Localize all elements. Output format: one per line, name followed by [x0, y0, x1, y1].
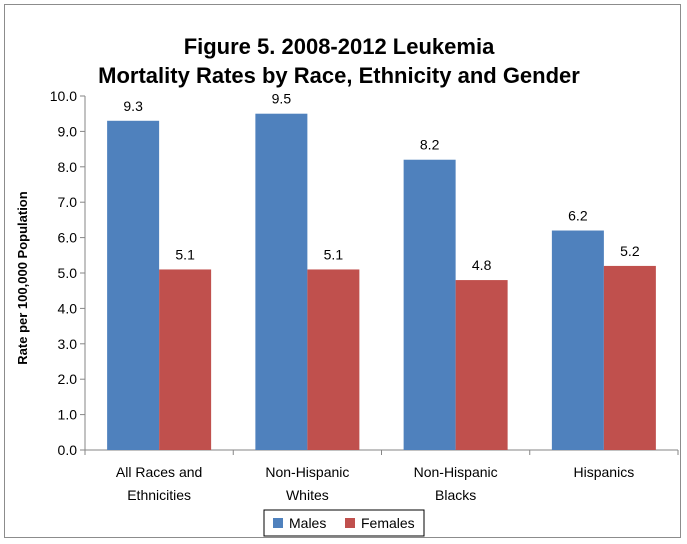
x-tick-label: Blacks	[435, 487, 476, 503]
y-tick-label: 5.0	[58, 265, 78, 281]
x-tick-label: Non-Hispanic	[265, 464, 349, 480]
legend-label-females: Females	[361, 515, 415, 531]
data-labels: 9.3 9.5 8.2 6.2 5.1 5.1 4.8 5.2	[123, 91, 639, 273]
bar-females	[159, 269, 212, 450]
bar-chart: Figure 5. 2008-2012 Leukemia Mortality R…	[15, 34, 679, 537]
y-tick-label: 3.0	[58, 336, 78, 352]
bar-value-label: 5.1	[175, 246, 195, 262]
y-tick-label: 2.0	[58, 371, 78, 387]
chart-title-line-2: Mortality Rates by Race, Ethnicity and G…	[98, 63, 580, 88]
bar-value-label: 5.2	[620, 243, 640, 259]
x-tick-label: Ethnicities	[127, 487, 191, 503]
bar-males	[403, 159, 456, 450]
bar-value-label: 4.8	[472, 257, 492, 273]
bar-value-label: 8.2	[420, 137, 440, 153]
bar-males	[255, 113, 308, 450]
y-tick-label: 10.0	[50, 88, 77, 104]
bar-value-label: 6.2	[568, 208, 588, 224]
y-tick-label: 6.0	[58, 230, 78, 246]
y-tick-label: 7.0	[58, 194, 78, 210]
y-tick-label: 1.0	[58, 407, 78, 423]
chart-frame: Figure 5. 2008-2012 Leukemia Mortality R…	[4, 4, 681, 538]
chart-title: Figure 5. 2008-2012 Leukemia Mortality R…	[98, 34, 580, 88]
bar-value-label: 9.5	[272, 91, 292, 107]
legend-label-males: Males	[289, 515, 326, 531]
bar-females	[307, 269, 360, 450]
y-tick-label: 4.0	[58, 300, 78, 316]
x-tick-label: Non-Hispanic	[414, 464, 498, 480]
y-tick-label: 9.0	[58, 123, 78, 139]
y-axis: 0.0 1.0 2.0 3.0 4.0 5.0 6.0 7.0 8.0 9.0 10.0	[50, 88, 86, 458]
bar-males	[551, 230, 604, 450]
legend-box	[263, 509, 425, 537]
x-axis: All Races and Ethnicities Non-Hispanic Whit…	[84, 449, 679, 503]
legend-swatch-females	[345, 518, 355, 528]
x-tick-label: Whites	[286, 487, 329, 503]
bars	[107, 113, 656, 450]
bar-value-label: 9.3	[123, 98, 143, 114]
chart-title-line-1: Figure 5. 2008-2012 Leukemia	[184, 34, 495, 59]
bar-females	[455, 280, 508, 450]
x-tick-label: All Races and	[116, 464, 202, 480]
bar-males	[107, 120, 160, 450]
y-tick-label: 8.0	[58, 159, 78, 175]
bar-females	[603, 265, 656, 450]
legend-swatch-males	[273, 518, 283, 528]
y-tick-label: 0.0	[58, 442, 78, 458]
y-axis-label: Rate per 100,000 Population	[15, 191, 30, 364]
x-tick-label: Hispanics	[574, 464, 635, 480]
bar-value-label: 5.1	[324, 246, 344, 262]
legend: Males Females	[263, 509, 425, 537]
